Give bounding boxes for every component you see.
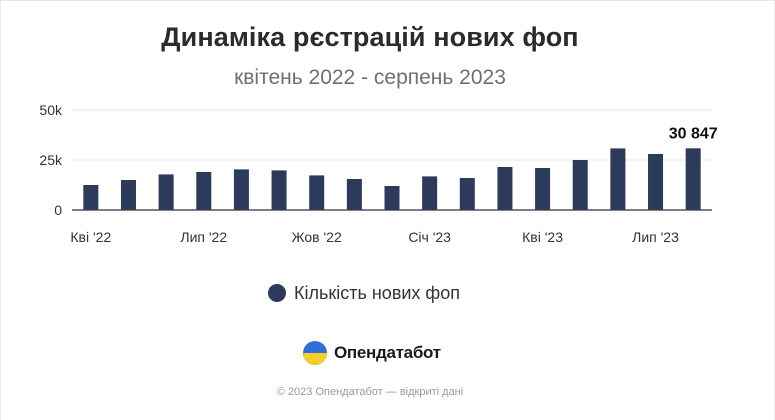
bar: [309, 175, 325, 210]
bar: [422, 176, 438, 210]
bar: [196, 172, 212, 210]
legend-marker: [268, 284, 286, 302]
footer-credit: © 2023 Опендатабот — відкриті дані: [276, 386, 464, 398]
bar: [497, 167, 513, 210]
bar: [384, 186, 400, 210]
chart-subtitle: квітень 2022 - серпень 2023: [234, 66, 506, 89]
x-axis-ticks: Кві '22 Лип '22 Жов '22 Січ '23 Кві '23 Лип '…: [70, 229, 679, 245]
bar: [535, 168, 551, 210]
bar: [346, 179, 362, 210]
bar: [271, 170, 287, 210]
bar: [459, 178, 475, 210]
brand-logo: Опендатабот: [302, 340, 441, 366]
x-tick-label: Січ '23: [408, 229, 451, 245]
legend-label: Кількість нових фоп: [294, 282, 460, 303]
annotations: 30 847: [669, 125, 718, 142]
x-tick-label: Лип '23: [632, 229, 679, 245]
x-tick-label: Кві '22: [70, 229, 111, 245]
bar: [120, 180, 136, 210]
y-tick-label: 25k: [39, 152, 63, 168]
opendatabot-logo-icon: [303, 341, 327, 365]
legend: Кількість нових фоп: [268, 280, 460, 306]
bar: [233, 169, 249, 210]
x-tick-label: Кві '23: [522, 229, 563, 245]
bar: [572, 160, 588, 210]
bar: [610, 148, 626, 210]
y-axis-ticks: 0 25k 50k: [39, 102, 63, 218]
x-tick-label: Жов '22: [292, 229, 342, 245]
bar: [158, 174, 174, 210]
brand-name: Опендатабот: [334, 343, 441, 362]
y-tick-label: 50k: [39, 102, 63, 118]
x-tick-label: Лип '22: [180, 229, 227, 245]
y-tick-label: 0: [54, 202, 62, 218]
bar: [648, 154, 664, 210]
bars: [83, 148, 701, 210]
bar-value-label: 30 847: [669, 125, 718, 142]
bar: [685, 148, 701, 210]
chart-title: Динаміка рєстрацій нових фоп: [161, 22, 579, 52]
bar: [83, 185, 99, 210]
